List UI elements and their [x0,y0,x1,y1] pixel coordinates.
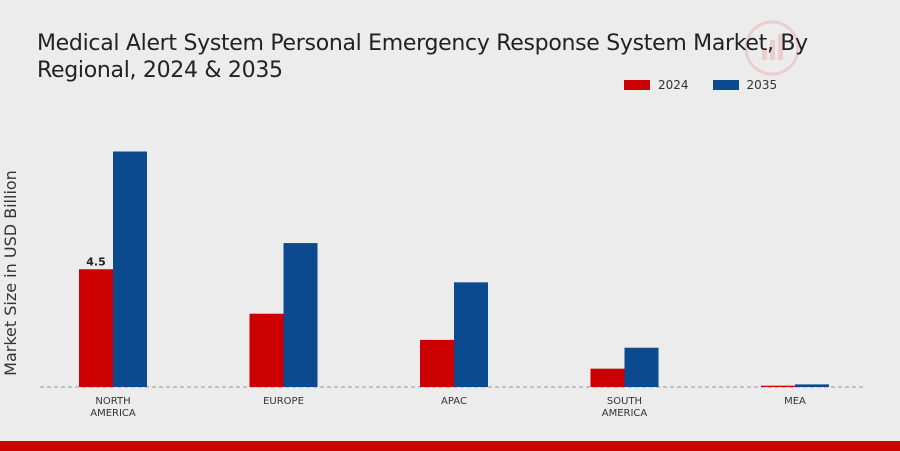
bars-group [79,151,829,387]
bar-2024-south-america [590,368,625,387]
x-tick-south-america: SOUTH AMERICA [602,396,648,419]
legend-swatch-2035 [712,80,739,90]
data-label-2024-0: 4.5 [86,255,106,268]
bar-2024-europe [249,313,284,387]
chart-title: Medical Alert System Personal Emergency … [37,31,808,83]
bar-2035-apac [454,282,488,387]
legend-item-2024: 2024 [624,78,689,92]
logo-watermark-icon [744,20,800,76]
bar-2024-apac [420,339,454,387]
x-tick-europe: EUROPE [263,396,304,407]
y-axis-label: Market Size in USD Billion [1,170,20,376]
data-labels: 4.5 [86,255,106,268]
bar-2035-north-america [113,151,147,387]
legend-label-2024: 2024 [658,78,689,92]
legend-label-2035: 2035 [746,78,778,92]
x-tick-mea: MEA [784,396,806,407]
bar-2035-europe [283,243,318,387]
legend: 2024 2035 [624,78,801,92]
x-tick-north-america: NORTH AMERICA [90,396,136,419]
footer-bar [0,441,900,451]
x-tick-labels: NORTH AMERICA EUROPE APAC SOUTH AMERICA MEA [90,396,806,419]
bar-2035-south-america [624,347,659,387]
legend-item-2035: 2035 [712,78,778,92]
bar-2024-mea [761,385,795,387]
legend-swatch-2024 [624,80,650,90]
x-tick-apac: APAC [441,396,467,407]
bar-2024-north-america [79,269,113,387]
bar-2035-mea [795,384,829,387]
